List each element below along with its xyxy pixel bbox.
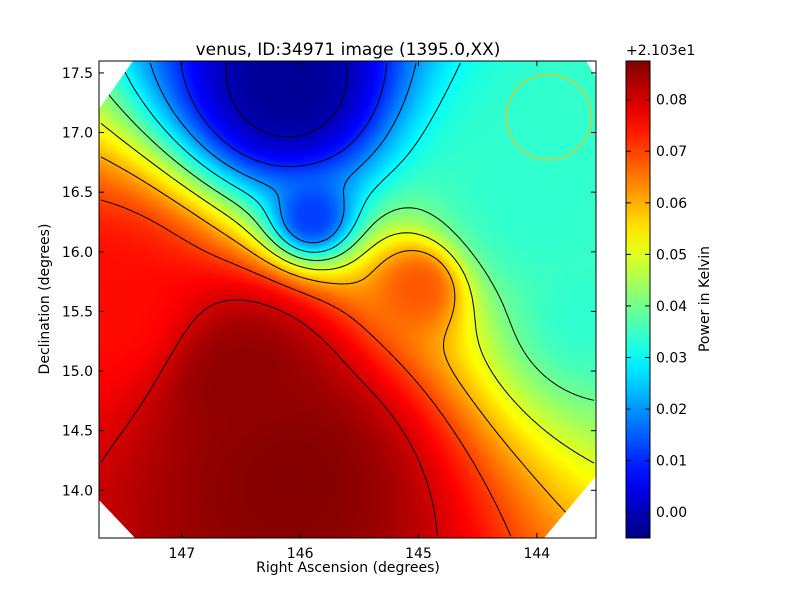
- colorbar-gradient: [625, 60, 651, 539]
- plot-frame: [98, 60, 597, 539]
- x-axis-label: Right Ascension (degrees): [256, 560, 440, 576]
- x-tick-label: 146: [287, 546, 314, 562]
- masked-corners: [99, 61, 596, 538]
- colorbar-tick-label: 0.06: [656, 196, 687, 212]
- y-tick-label: 15.0: [62, 364, 93, 380]
- y-tick-label: 16.0: [62, 245, 93, 261]
- y-tick-label: 14.5: [62, 424, 93, 440]
- y-tick-label: 16.5: [62, 185, 93, 201]
- y-axis-ticks: 14.0 14.5 15.0 15.5 16.0 16.5 17.0 17.5: [62, 66, 596, 499]
- chart-title: venus, ID:34971 image (1395.0,XX): [196, 40, 501, 60]
- colorbar-tick-label: 0.08: [656, 93, 687, 109]
- heatmap-plot: [99, 61, 596, 538]
- y-tick-label: 17.0: [62, 126, 93, 142]
- beam-circle: [505, 73, 593, 161]
- y-tick-label: 15.5: [62, 304, 93, 320]
- x-tick-label: 147: [168, 546, 195, 562]
- masked-corner-2: [99, 500, 135, 538]
- y-tick-label: 14.0: [62, 483, 93, 499]
- y-tick-label: 17.5: [62, 66, 93, 82]
- colorbar-tick-label: 0.05: [656, 247, 687, 263]
- contour-lines: [100, 62, 595, 537]
- y-axis-label: Declination (degrees): [37, 224, 53, 375]
- heatmap-image: [99, 61, 596, 538]
- contour-level-1: [180, 62, 388, 167]
- colorbar-tick-label: 0.04: [656, 299, 687, 315]
- x-tick-label: 144: [523, 546, 550, 562]
- contour-level-6: [100, 156, 588, 537]
- contour-level-8: [100, 299, 438, 537]
- colorbar-offset: +2.103e1: [626, 43, 695, 59]
- colorbar-tick-label: 0.02: [656, 402, 687, 418]
- colorbar-label: Power in Kelvin: [697, 246, 713, 352]
- contour-level-7: [100, 199, 512, 537]
- contour-level-5: [100, 122, 595, 464]
- x-tick-label: 145: [405, 546, 432, 562]
- colorbar-tick-label: 0.01: [656, 454, 687, 470]
- colorbar-tick-label: 0.03: [656, 351, 687, 367]
- contour-level-2: [149, 62, 417, 244]
- masked-corner-0: [99, 61, 133, 109]
- colorbar-tick-label: 0.00: [656, 505, 687, 521]
- masked-corner-3: [544, 476, 596, 538]
- colorbar: +2.103e1 0.000.010.020.030.040.050.060.0…: [625, 43, 713, 539]
- x-axis-ticks: 147 146 145 144: [168, 61, 550, 562]
- contour-level-0: [225, 62, 348, 138]
- colorbar-tick-label: 0.07: [656, 144, 687, 160]
- colorbar-ticks: 0.00 0.01 0.02 0.03 0.04 0.05 0.06 0.07 0.08: [626, 93, 687, 521]
